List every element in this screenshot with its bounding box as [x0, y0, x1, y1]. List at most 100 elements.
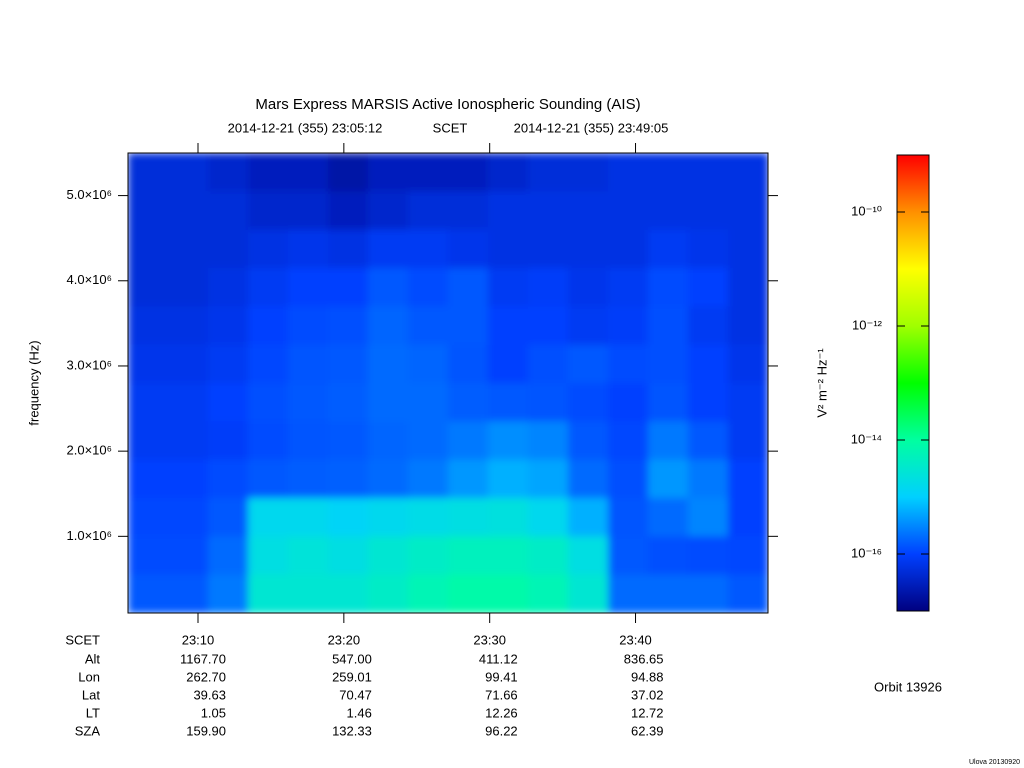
cell: [288, 498, 329, 537]
cell: [488, 536, 529, 576]
cell: [568, 498, 609, 537]
cell: [328, 574, 369, 613]
y-tick-label: 1.0×10⁶: [67, 528, 112, 543]
cell: [528, 153, 569, 192]
cell: [528, 421, 569, 461]
cell: [648, 383, 689, 422]
cell: [208, 229, 249, 269]
y-axis-label: frequency (Hz): [26, 340, 41, 425]
cell: [248, 229, 289, 269]
cell-value: 159.90: [186, 723, 226, 738]
plot-frame: [127, 152, 769, 614]
cell: [648, 344, 689, 384]
cell: [528, 306, 569, 346]
cell: [328, 459, 369, 499]
cell-value: 94.88: [631, 669, 664, 684]
cell: [448, 459, 489, 499]
cell: [688, 498, 729, 537]
cell: [408, 536, 449, 576]
colorbar: [896, 154, 930, 612]
y-tick-label: 4.0×10⁶: [67, 272, 112, 287]
cell: [488, 383, 529, 422]
chart-title: Mars Express MARSIS Active Ionospheric S…: [255, 96, 640, 113]
cell: [648, 153, 689, 192]
start-time: 2014-12-21 (355) 23:05:12: [228, 120, 383, 135]
cell-value: 259.01: [332, 669, 372, 684]
cell: [168, 459, 209, 499]
cell: [288, 536, 329, 576]
cell: [128, 536, 169, 576]
cell: [288, 459, 329, 499]
cell: [168, 536, 209, 576]
cells: [128, 153, 768, 613]
cell: [688, 191, 729, 231]
cell: [728, 421, 768, 461]
row-label: SZA: [75, 723, 101, 738]
cell-value: 12.26: [485, 705, 518, 720]
cell: [568, 306, 609, 346]
cell: [688, 536, 729, 576]
cell: [328, 344, 369, 384]
cell: [248, 574, 289, 613]
cell: [368, 306, 409, 346]
cell: [208, 191, 249, 231]
cell: [408, 421, 449, 461]
cell: [448, 306, 489, 346]
cell: [288, 268, 329, 307]
cell: [288, 574, 329, 613]
cell: [288, 153, 329, 192]
cell: [408, 498, 449, 537]
cell: [728, 459, 768, 499]
colorbar-tick-label: 10⁻¹⁶: [851, 545, 882, 560]
cell: [648, 574, 689, 613]
cell: [368, 383, 409, 422]
cell: [608, 459, 649, 499]
cell: [248, 268, 289, 307]
cell: [328, 536, 369, 576]
cell: [528, 268, 569, 307]
cell: [248, 153, 289, 192]
cell: [128, 306, 169, 346]
cell-value: 836.65: [624, 651, 664, 666]
y-tick-label: 2.0×10⁶: [67, 443, 112, 458]
cell: [248, 306, 289, 346]
cell: [368, 498, 409, 537]
cell: [288, 383, 329, 422]
cell: [448, 344, 489, 384]
footer: Ulova 20130920: [969, 759, 1020, 766]
cell: [528, 574, 569, 613]
cell: [128, 268, 169, 307]
cell: [648, 268, 689, 307]
cell: [608, 153, 649, 192]
cell: [168, 153, 209, 192]
cell: [688, 344, 729, 384]
row-label: LT: [86, 705, 100, 720]
cell: [208, 153, 249, 192]
cell: [128, 344, 169, 384]
y-tick-label: 3.0×10⁶: [67, 357, 112, 372]
cell: [488, 229, 529, 269]
cell: [608, 383, 649, 422]
x-tick-label: 23:10: [182, 632, 215, 647]
cell: [248, 498, 289, 537]
cell: [208, 536, 249, 576]
cell: [528, 191, 569, 231]
cell-value: 71.66: [485, 687, 518, 702]
cell: [128, 421, 169, 461]
cell: [248, 536, 289, 576]
x-tick-label: 23:30: [473, 632, 506, 647]
cell: [448, 498, 489, 537]
cell: [448, 421, 489, 461]
cell: [328, 421, 369, 461]
cell: [328, 229, 369, 269]
cell: [528, 536, 569, 576]
cell: [488, 459, 529, 499]
cell: [248, 344, 289, 384]
x-tick-label: 23:40: [619, 632, 652, 647]
cell: [168, 421, 209, 461]
end-time: 2014-12-21 (355) 23:49:05: [514, 120, 669, 135]
cell: [328, 306, 369, 346]
cell: [248, 191, 289, 231]
row-label: Lat: [82, 687, 100, 702]
